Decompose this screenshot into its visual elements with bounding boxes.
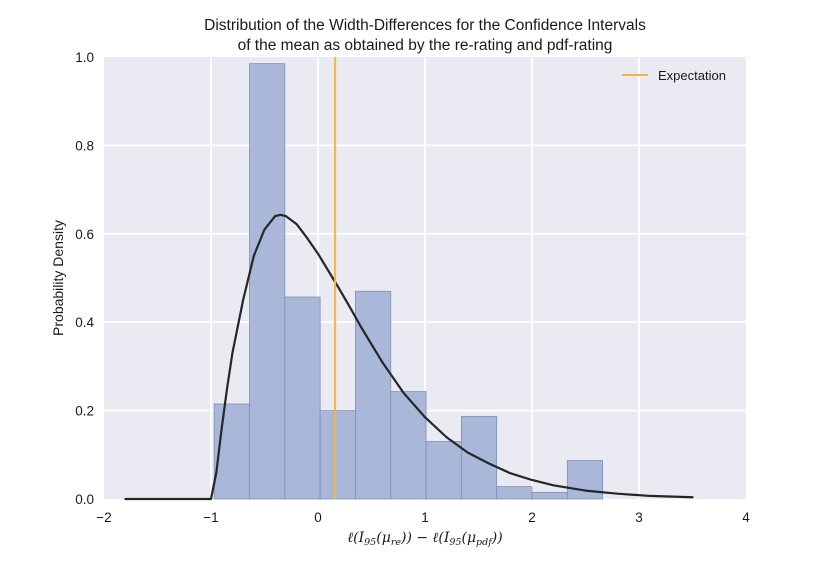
y-tick-label: 0.8 (75, 138, 94, 153)
histogram-bar (249, 63, 286, 500)
density-curve-layer (124, 213, 694, 501)
legend: Expectation (622, 68, 726, 83)
histogram-bar (319, 410, 356, 500)
y-tick-label: 1.0 (75, 50, 94, 65)
histogram-bar (390, 391, 427, 500)
chart-title-line-1: Distribution of the Width-Differences fo… (204, 17, 646, 34)
x-axis-label: ℓ(I95(μre)) − ℓ(I95(μpdf)) (347, 530, 502, 548)
density-curve (124, 213, 694, 501)
x-tick-label: 2 (528, 510, 536, 525)
x-tick-label: 1 (421, 510, 429, 525)
x-tick-labels: −2 −1 0 1 2 3 4 (96, 510, 750, 525)
x-tick-label: 4 (742, 510, 750, 525)
chart-title: Distribution of the Width-Differences fo… (204, 17, 646, 54)
histogram-bar (425, 441, 462, 500)
y-tick-labels: 0.0 0.2 0.4 0.6 0.8 1.0 (75, 50, 94, 507)
histogram-bar (566, 460, 604, 500)
x-tick-label: 3 (635, 510, 643, 525)
y-tick-label: 0.4 (75, 315, 94, 330)
x-tick-label: −2 (96, 510, 111, 525)
y-tick-label: 0.0 (75, 492, 94, 507)
histogram-bar (213, 403, 250, 500)
histogram-bar (531, 491, 568, 500)
y-tick-label: 0.6 (75, 227, 94, 242)
legend-label-expectation: Expectation (658, 68, 726, 83)
chart-title-line-2: of the mean as obtained by the re-rating… (238, 37, 613, 54)
y-tick-label: 0.2 (75, 404, 94, 419)
histogram-bar (284, 296, 321, 500)
x-tick-label: 0 (314, 510, 322, 525)
histogram-bar (355, 290, 392, 500)
x-tick-label: −1 (203, 510, 218, 525)
histogram-bars (213, 63, 604, 500)
y-axis-label: Probability Density (50, 220, 66, 336)
histogram-bar (496, 486, 533, 500)
